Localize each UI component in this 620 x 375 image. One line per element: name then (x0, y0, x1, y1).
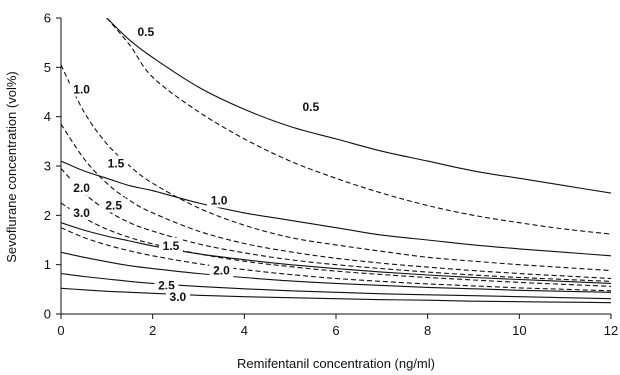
y-tick-label: 5 (44, 60, 51, 75)
curve-label: 0.5 (137, 25, 154, 39)
x-tick-label: 4 (241, 323, 248, 338)
curve-label: 3.0 (73, 206, 90, 220)
curve-label-bg (165, 289, 190, 305)
curve-label-bg (69, 81, 94, 97)
y-axis-title: Sevoflurane concentration (vol%) (4, 71, 19, 263)
series-line-solid-1-0 (61, 160, 611, 257)
curve-label: 1.0 (211, 194, 228, 208)
series-line-solid-1-5 (61, 222, 611, 284)
axes (56, 17, 612, 319)
curve-label-bg (298, 98, 323, 114)
curve-label: 0.5 (302, 100, 319, 114)
curve-label-bg (133, 23, 158, 39)
y-tick-label: 1 (44, 257, 51, 272)
plot-lines (61, 18, 611, 304)
y-tick-label: 0 (44, 307, 51, 322)
curve-label: 2.5 (158, 278, 175, 292)
curve-label-bg (154, 277, 179, 293)
series-line-dashed-1-0 (61, 64, 611, 272)
x-tick-label: 8 (424, 323, 431, 338)
curve-label-bg (209, 262, 234, 278)
y-tick-label: 2 (44, 208, 51, 223)
curve-label-bg (69, 204, 94, 220)
y-tick-label: 4 (44, 109, 51, 124)
curve-label-bg (69, 180, 94, 196)
y-tick-label: 6 (44, 11, 51, 26)
series-line-dashed-2-5 (61, 202, 611, 287)
curve-label-bg (159, 237, 183, 253)
curve-label: 2.5 (105, 198, 122, 212)
x-tick-label: 2 (149, 323, 156, 338)
series-line-dashed-1-5 (61, 123, 611, 280)
curve-label-bg (101, 197, 126, 213)
series-line-dashed-0-5 (106, 18, 611, 235)
series-line-dashed-2-0 (61, 168, 611, 282)
series-line-dashed-3-0 (61, 227, 611, 292)
curve-label-bg (207, 192, 232, 208)
curve-label: 2.0 (73, 181, 90, 195)
x-tick-label: 10 (512, 323, 526, 338)
x-tick-label: 12 (604, 323, 618, 338)
curve-label: 2.0 (213, 264, 230, 278)
curve-label: 3.0 (170, 290, 187, 304)
x-axis-title: Remifentanil concentration (ng/ml) (237, 356, 435, 371)
curve-label: 1.0 (73, 83, 90, 97)
curve-label: 1.5 (163, 239, 180, 253)
series-line-solid-2-0 (61, 251, 611, 293)
x-tick-label: 0 (57, 323, 64, 338)
series-line-solid-0-5 (106, 18, 611, 194)
curve-labels: 0.50.51.01.52.02.53.01.01.52.02.53.0 (69, 23, 323, 305)
x-tick-label: 6 (332, 323, 339, 338)
y-tick-label: 3 (44, 159, 51, 174)
series-line-solid-3-0 (61, 287, 611, 304)
series-line-solid-2-5 (61, 272, 611, 300)
curve-label-bg (104, 155, 128, 171)
curve-label: 1.5 (108, 157, 125, 171)
